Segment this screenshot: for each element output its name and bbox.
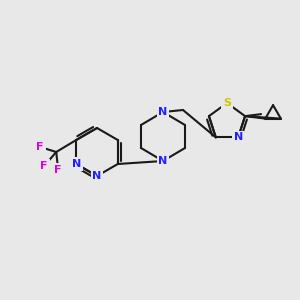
- Text: N: N: [233, 132, 243, 142]
- Text: N: N: [92, 171, 102, 181]
- Text: F: F: [40, 161, 48, 171]
- Text: S: S: [223, 98, 231, 108]
- Text: F: F: [55, 165, 62, 175]
- Text: N: N: [72, 159, 81, 169]
- Text: N: N: [158, 107, 168, 117]
- Text: F: F: [37, 142, 44, 152]
- Text: N: N: [158, 156, 168, 166]
